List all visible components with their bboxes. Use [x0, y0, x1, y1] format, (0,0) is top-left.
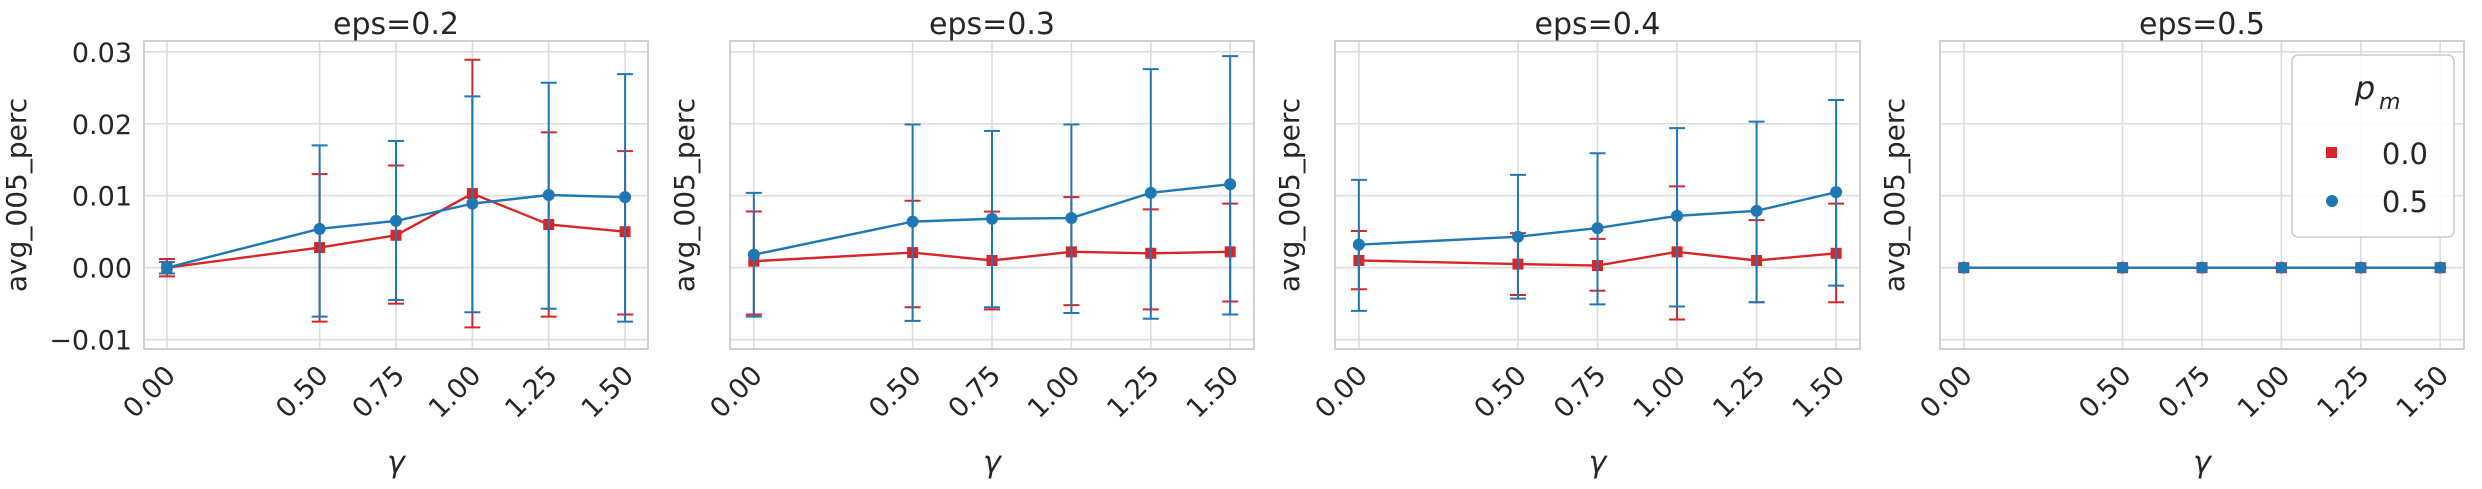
- plot-frame: [1939, 40, 2465, 350]
- data-point-circle: [1352, 238, 1365, 251]
- legend-label: 0.5: [2382, 185, 2428, 219]
- data-point-circle: [2434, 261, 2447, 274]
- x-tick-label: 0.75: [347, 360, 411, 424]
- data-point-circle: [2116, 261, 2129, 274]
- series-pm-0-5: [158, 73, 634, 323]
- chart-panel-3: eps=0.4 avg_005_perc 0.00 0.50 0.75 1.00 1.25 1…: [1273, 7, 1861, 480]
- x-tick-label: 0.00: [704, 360, 768, 424]
- data-point-circle: [2275, 261, 2288, 274]
- x-tick-label: 1.25: [499, 360, 563, 424]
- plot-frame: [729, 40, 1255, 350]
- y-tick-label: −0.01: [49, 326, 132, 357]
- legend-box: [2291, 54, 2455, 238]
- plot-frame: [143, 40, 649, 350]
- series-line: [753, 183, 1231, 256]
- x-tick-label: 0.50: [1468, 360, 1532, 424]
- x-tick-label: 0.00: [1309, 360, 1373, 424]
- x-tick-label: 0.00: [117, 360, 181, 424]
- legend-marker-square: [2326, 147, 2337, 158]
- x-tick-label: 1.50: [2391, 360, 2455, 424]
- series-line: [1358, 250, 1837, 267]
- x-tick-label: 1.00: [1628, 360, 1692, 424]
- data-point-circle: [1830, 186, 1843, 199]
- series-pm-0-5: [745, 55, 1239, 322]
- x-tick-label: 1.50: [1181, 360, 1245, 424]
- data-point-circle: [906, 215, 919, 228]
- data-point-circle: [390, 214, 402, 227]
- chart-panel-1: eps=0.2−0.010.000.010.020.03avg_005_perc…: [0, 7, 649, 480]
- legend: p m 0.0 0.5: [2291, 54, 2455, 238]
- x-tick-label: 0.75: [943, 360, 1007, 424]
- series-pm-0-5: [1957, 261, 2447, 274]
- data-point-circle: [619, 191, 632, 204]
- x-tick-label: 0.75: [2153, 360, 2217, 424]
- data-point-circle: [1750, 204, 1763, 217]
- y-axis-label: avg_005_perc: [0, 98, 33, 292]
- x-axis-label: γ: [1589, 445, 1609, 480]
- series-line: [1358, 190, 1837, 246]
- x-tick-label: 1.00: [423, 360, 487, 424]
- x-axis-label: γ: [983, 445, 1003, 480]
- data-point-circle: [747, 248, 760, 261]
- plot-frame: [1334, 40, 1861, 350]
- data-point-circle: [1511, 230, 1524, 243]
- x-tick-label: 0.50: [2073, 360, 2137, 424]
- y-tick-label: 0.03: [72, 38, 132, 69]
- data-point-circle: [313, 222, 326, 235]
- x-axis-label: γ: [2193, 445, 2213, 480]
- data-point-circle: [1144, 186, 1157, 199]
- chart-panel-4: eps=0.5 avg_005_perc 0.00 0.50 0.75 1.00 1.25 1…: [1878, 7, 2465, 480]
- data-point-circle: [2196, 261, 2208, 274]
- y-axis-label: avg_005_perc: [1878, 98, 1911, 292]
- data-point-circle: [986, 212, 998, 225]
- series-pm-0-5: [1350, 99, 1845, 312]
- chart-title: eps=0.5: [2139, 7, 2265, 42]
- data-point-circle: [1065, 212, 1078, 225]
- legend-title-subscript: m: [2379, 90, 2400, 115]
- x-tick-label: 1.25: [2311, 360, 2375, 424]
- x-tick-label: 0.75: [1548, 360, 1612, 424]
- y-tick-label: 0.00: [72, 254, 132, 285]
- data-point-circle: [1591, 222, 1604, 235]
- legend-label: 0.0: [2382, 137, 2428, 171]
- series-line: [166, 192, 626, 269]
- x-axis-label: γ: [387, 445, 407, 480]
- data-point-circle: [1957, 261, 1970, 274]
- y-tick-label: 0.02: [72, 110, 132, 141]
- x-tick-label: 1.25: [1101, 360, 1165, 424]
- x-tick-label: 1.25: [1707, 360, 1771, 424]
- y-axis-label: avg_005_perc: [1273, 98, 1306, 292]
- legend-marker-circle: [2326, 195, 2338, 207]
- data-point-circle: [542, 189, 555, 201]
- chart-title: eps=0.2: [333, 7, 459, 42]
- series-line: [753, 250, 1231, 263]
- x-tick-label: 1.00: [1022, 360, 1086, 424]
- chart-title: eps=0.4: [1535, 7, 1661, 42]
- chart-title: eps=0.3: [929, 7, 1055, 42]
- y-axis-label: avg_005_perc: [668, 98, 701, 292]
- data-point-circle: [466, 197, 479, 210]
- x-tick-label: 1.50: [576, 360, 640, 424]
- y-tick-label: 0.01: [72, 182, 132, 213]
- x-tick-label: 0.00: [1914, 360, 1978, 424]
- x-tick-label: 1.00: [2232, 360, 2296, 424]
- x-tick-label: 0.50: [863, 360, 927, 424]
- x-tick-label: 1.50: [1787, 360, 1851, 424]
- x-tick-label: 0.50: [270, 360, 334, 424]
- data-point-circle: [1671, 209, 1684, 222]
- data-point-circle: [1224, 178, 1237, 191]
- data-point-circle: [160, 261, 173, 274]
- series-line: [166, 193, 626, 269]
- chart-panel-2: eps=0.3 avg_005_perc 0.00 0.50 0.75 1.00 1.25 1…: [668, 7, 1255, 480]
- data-point-circle: [2354, 261, 2367, 274]
- legend-title: p: [2354, 69, 2375, 107]
